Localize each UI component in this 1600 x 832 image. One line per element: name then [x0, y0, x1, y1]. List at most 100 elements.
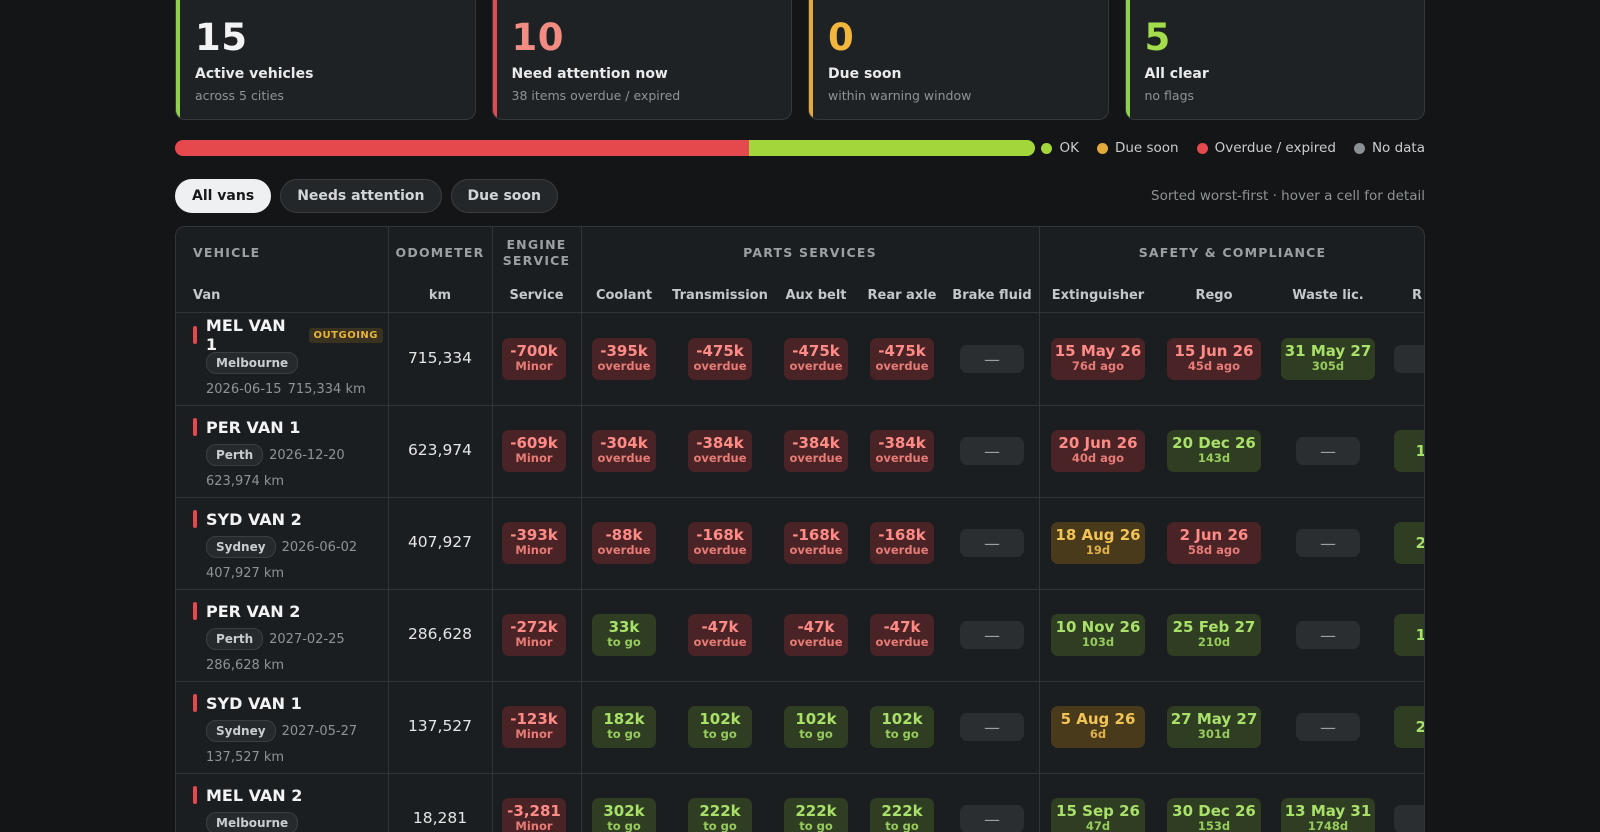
status-cell[interactable]: 33k to go	[592, 614, 656, 656]
status-cell[interactable]: -304k overdue	[592, 430, 656, 472]
col-brake-fluid[interactable]: Brake fluid	[952, 288, 1032, 303]
status-cell[interactable]: 2 Jun 26 58d ago	[1167, 522, 1261, 564]
status-cell[interactable]: 30 Dec 26 153d	[1167, 798, 1261, 832]
status-cell[interactable]: -475k overdue	[870, 338, 934, 380]
status-cell[interactable]: -384k overdue	[784, 430, 848, 472]
status-cell[interactable]: 20 Jun 26 40d ago	[1051, 430, 1145, 472]
status-cell[interactable]: 222k to go	[784, 798, 848, 832]
status-cell[interactable]: 25 Feb 27 210d	[1167, 614, 1261, 656]
table-column-header: Van km Service Coolant Transmission Aux …	[176, 279, 1424, 313]
cell-subtext: overdue	[875, 635, 929, 649]
status-cell[interactable]: —	[960, 345, 1024, 373]
col-service[interactable]: Service	[509, 288, 564, 303]
status-cell[interactable]: —	[960, 437, 1024, 465]
filter-all-vans[interactable]: All vans	[175, 179, 272, 213]
cell-subtext: overdue	[693, 451, 747, 465]
status-cell[interactable]: -123k Minor	[502, 706, 566, 748]
cell-value: -609k	[510, 434, 558, 452]
vehicle-date: 2027-02-25	[269, 632, 345, 647]
col-next[interactable]: R	[1412, 288, 1423, 303]
status-cell[interactable]: —	[960, 529, 1024, 557]
cell-value: 222k	[795, 802, 837, 820]
status-cell[interactable]: 18	[1394, 430, 1424, 472]
col-rear-axle[interactable]: Rear axle	[867, 288, 937, 303]
status-cell[interactable]: —	[1296, 713, 1360, 741]
status-cell[interactable]: -700k Minor	[502, 338, 566, 380]
cell-subtext: overdue	[789, 359, 843, 373]
col-extinguisher[interactable]: Extinguisher	[1051, 288, 1145, 303]
status-cell[interactable]: -88k overdue	[592, 522, 656, 564]
status-cell[interactable]: 23	[1394, 522, 1424, 564]
col-rego[interactable]: Rego	[1195, 288, 1233, 303]
card-accent	[176, 0, 180, 119]
status-cell[interactable]: 102k to go	[784, 706, 848, 748]
table-row[interactable]: MEL VAN 1 OUTGOING Melbourne 2026-06-15 715,…	[176, 313, 1424, 405]
cell-value: —	[984, 441, 1000, 461]
table-row[interactable]: PER VAN 1 Perth 2026-12-20 623,974 km 623,97…	[176, 405, 1424, 497]
vehicle-name: PER VAN 2	[206, 601, 301, 621]
col-waste-licence[interactable]: Waste lic.	[1292, 288, 1364, 303]
status-cell[interactable]: —	[960, 621, 1024, 649]
filter-needs-attention[interactable]: Needs attention	[280, 179, 442, 213]
status-cell[interactable]: -3,281 Minor	[502, 798, 566, 832]
col-km[interactable]: km	[428, 288, 452, 303]
cell-value: -393k	[510, 526, 558, 544]
status-cell[interactable]: 15 Jun 26 45d ago	[1167, 338, 1261, 380]
status-cell[interactable]: -609k Minor	[502, 430, 566, 472]
status-cell[interactable]: 222k to go	[688, 798, 752, 832]
status-cell[interactable]: -384k overdue	[688, 430, 752, 472]
vehicle-cell: SYD VAN 1 Sydney 2027-05-27 137,527 km	[193, 693, 383, 771]
status-cell[interactable]: —	[1296, 529, 1360, 557]
status-cell[interactable]: -168k overdue	[870, 522, 934, 564]
col-transmission[interactable]: Transmission	[672, 288, 768, 303]
status-cell[interactable]: -47k overdue	[870, 614, 934, 656]
status-cell[interactable]: -393k Minor	[502, 522, 566, 564]
status-cell[interactable]	[1394, 345, 1424, 373]
status-cell[interactable]: -47k overdue	[688, 614, 752, 656]
status-cell[interactable]: 27 May 27 301d	[1167, 706, 1261, 748]
status-cell[interactable]: —	[1296, 621, 1360, 649]
status-cell[interactable]: —	[1296, 437, 1360, 465]
status-cell[interactable]: 13 May 31 1748d	[1281, 798, 1375, 832]
status-cell[interactable]: 18	[1394, 614, 1424, 656]
cell-subtext: 210d	[1197, 635, 1231, 649]
status-cell[interactable]: 10 Nov 26 103d	[1051, 614, 1145, 656]
cell-value: —	[1320, 625, 1336, 645]
status-cell[interactable]: 102k to go	[870, 706, 934, 748]
table-row[interactable]: SYD VAN 2 Sydney 2026-06-02 407,927 km 407,9…	[176, 497, 1424, 589]
col-van[interactable]: Van	[193, 288, 221, 303]
status-cell[interactable]: 20 Dec 26 143d	[1167, 430, 1261, 472]
status-cell[interactable]: 222k to go	[870, 798, 934, 832]
status-cell[interactable]: 15 Sep 26 47d	[1051, 798, 1145, 832]
status-cell[interactable]: 302k to go	[592, 798, 656, 832]
status-cell[interactable]: -475k overdue	[784, 338, 848, 380]
status-cell[interactable]: -272k Minor	[502, 614, 566, 656]
status-cell[interactable]: -395k overdue	[592, 338, 656, 380]
status-cell[interactable]: -168k overdue	[688, 522, 752, 564]
cell-value: -47k	[701, 618, 739, 636]
status-cell[interactable]: 182k to go	[592, 706, 656, 748]
status-cell[interactable]: -168k overdue	[784, 522, 848, 564]
status-cell[interactable]: —	[960, 713, 1024, 741]
vehicle-cell: MEL VAN 2 Melbourne	[193, 785, 383, 832]
vehicle-km: 407,927 km	[206, 566, 285, 581]
status-cell[interactable]: -475k overdue	[688, 338, 752, 380]
status-cell[interactable]: 18 Aug 26 19d	[1051, 522, 1145, 564]
status-cell[interactable]	[1394, 805, 1424, 832]
status-cell[interactable]: 102k to go	[688, 706, 752, 748]
status-cell[interactable]: 5 Aug 26 6d	[1051, 706, 1145, 748]
col-coolant[interactable]: Coolant	[595, 288, 653, 303]
cell-subtext: 103d	[1081, 635, 1115, 649]
status-cell[interactable]: -384k overdue	[870, 430, 934, 472]
filter-due-soon[interactable]: Due soon	[450, 179, 558, 213]
status-cell[interactable]: 31 May 27 305d	[1281, 338, 1375, 380]
col-aux-belt[interactable]: Aux belt	[785, 288, 847, 303]
table-row[interactable]: MEL VAN 2 Melbourne 18,281 -3,281 Minor 302k t…	[176, 773, 1424, 832]
status-cell[interactable]: —	[960, 805, 1024, 832]
vehicle-meta: Perth 2026-12-20 623,974 km	[206, 443, 383, 495]
status-cell[interactable]: -47k overdue	[784, 614, 848, 656]
table-row[interactable]: PER VAN 2 Perth 2027-02-25 286,628 km 286,62…	[176, 589, 1424, 681]
table-row[interactable]: SYD VAN 1 Sydney 2027-05-27 137,527 km 137,5…	[176, 681, 1424, 773]
status-cell[interactable]: 23	[1394, 706, 1424, 748]
status-cell[interactable]: 15 May 26 76d ago	[1051, 338, 1145, 380]
